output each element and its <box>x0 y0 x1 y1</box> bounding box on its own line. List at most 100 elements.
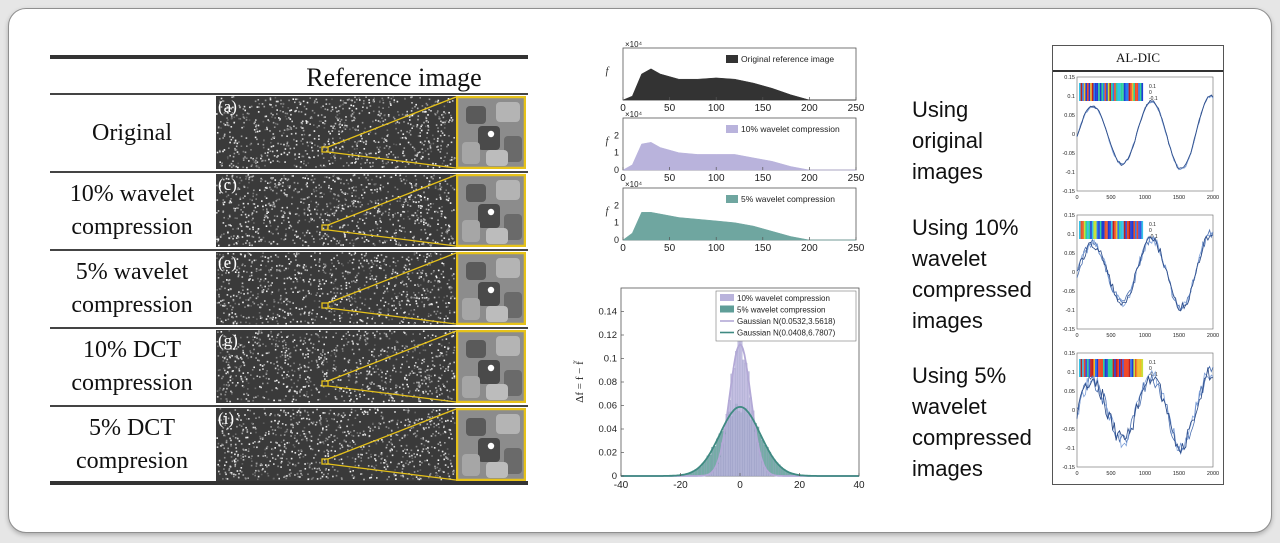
row-label-line: compresion <box>76 448 188 474</box>
zoom-blob <box>478 126 500 150</box>
zoom-highlight <box>487 442 495 450</box>
colormap-cell <box>1088 359 1091 377</box>
x-tick-label: 0 <box>737 480 743 491</box>
colormap-cell <box>1122 359 1124 377</box>
zoom-guide-line <box>327 307 456 325</box>
method-caption: Using 5% wavelet compressed images <box>912 360 1032 484</box>
caption-line: Using 5% <box>912 363 1007 388</box>
strain-curve <box>1076 369 1214 452</box>
row-label-line: Original <box>92 119 172 146</box>
y-tick-label: 0.1 <box>1067 232 1075 238</box>
colormap-cell <box>1103 359 1105 377</box>
zoom-highlight <box>487 286 495 294</box>
strain-curve <box>1076 365 1214 455</box>
colormap-cell <box>1090 221 1092 239</box>
zoom-guide-line <box>327 385 456 403</box>
zoom-guide-line <box>327 174 456 226</box>
colormap-cell <box>1107 83 1110 101</box>
zoom-highlight <box>487 130 495 138</box>
colormap-cell <box>1093 83 1096 101</box>
y-axis-label: Δf = f − f̃ <box>572 360 586 403</box>
histogram-bar <box>699 466 702 477</box>
speckle-noise <box>216 96 456 169</box>
colormap-cell <box>1085 221 1088 239</box>
x-tick-label: 150 <box>754 173 771 184</box>
aldic-panel: AL-DIC 0.15 0.1 0.05 0 -0.05 -0.1 -0.15 0 500 100… <box>1052 45 1224 485</box>
y-tick-label: 0.12 <box>599 330 618 341</box>
colormap-cell <box>1112 221 1115 239</box>
zoom-guide-line <box>327 229 456 247</box>
colormap-cell <box>1127 221 1129 239</box>
row-label-line: 10% DCT <box>83 337 181 363</box>
histogram-bar <box>735 351 738 477</box>
y-tick-label: -0.1 <box>1066 170 1075 176</box>
colormap-cell <box>1136 221 1139 239</box>
speckle-image <box>216 174 456 247</box>
y-tick-label: 0 <box>614 235 619 245</box>
histogram-panel: 0 50 100 150 200 250 0 1 2 ×10⁴ f 10% wavelet compr… <box>606 110 865 184</box>
colormap-cell <box>1080 359 1083 377</box>
x-tick-label: 250 <box>848 103 865 114</box>
row-separator <box>50 405 528 407</box>
x-tick-label: 1000 <box>1139 471 1151 477</box>
table-bottom-rule <box>50 481 528 485</box>
zoom-frame <box>456 96 526 169</box>
zoom-blob <box>486 384 508 400</box>
histogram-panel: 0 50 100 150 200 250 0 1 2 ×10⁴ f 5% wavelet compre… <box>606 180 865 254</box>
colormap-cell <box>1138 221 1140 239</box>
histogram-bar <box>749 397 752 477</box>
x-tick-label: 50 <box>664 243 676 254</box>
speckle-noise <box>216 330 456 403</box>
colormap-cell <box>1114 83 1116 101</box>
colormap-cell <box>1101 359 1104 377</box>
colormap-cell <box>1104 221 1107 239</box>
colormap-cell <box>1133 359 1136 377</box>
colormap-cell <box>1096 83 1099 101</box>
colormap-cell <box>1111 359 1113 377</box>
caption-line: images <box>912 456 983 481</box>
y-tick-label: -0.1 <box>1066 308 1075 314</box>
gaussian-curve <box>621 405 859 477</box>
zoom-blob <box>504 292 522 318</box>
colormap-cell <box>1123 83 1126 101</box>
histogram-bar <box>737 341 741 477</box>
colormap-cell <box>1101 221 1104 239</box>
zoom-blob <box>466 184 486 202</box>
zoom-blob <box>462 454 480 476</box>
y-tick-label: 0 <box>1072 132 1075 138</box>
colormap-cell <box>1135 359 1137 377</box>
panel-tag: (i) <box>218 409 235 428</box>
colormap-cell <box>1127 83 1129 101</box>
colormap-cell <box>1133 83 1136 101</box>
x-tick-label: 200 <box>801 103 818 114</box>
colormap-cell <box>1119 221 1121 239</box>
x-tick-label: 50 <box>664 173 676 184</box>
legend-label: Gaussian N(0.0532,3.5618) <box>737 317 836 326</box>
colormap-cell <box>1085 83 1088 101</box>
x-tick-label: 500 <box>1106 333 1115 339</box>
x-tick-label: 500 <box>1106 195 1115 201</box>
y-tick-label: 0.08 <box>599 377 618 388</box>
colormap-cell <box>1103 83 1105 101</box>
colormap-cell <box>1107 221 1110 239</box>
zoom-blob <box>462 298 480 320</box>
zoom-guide-line <box>327 96 456 148</box>
colormap-cell <box>1127 359 1129 377</box>
row-label: 10% wavelet compression <box>50 173 214 249</box>
zoom-blob <box>466 106 486 124</box>
y-tick-label: -0.15 <box>1062 327 1075 333</box>
zoom-blob <box>496 180 520 200</box>
colormap-cell <box>1085 359 1088 377</box>
y-axis-label: f <box>606 136 610 147</box>
zoom-region-box <box>321 458 329 465</box>
y-tick-label: 1 <box>614 148 619 158</box>
zoom-blob <box>466 418 486 436</box>
y-tick-label: 0 <box>1072 270 1075 276</box>
zoom-frame <box>456 330 526 403</box>
zoom-blob <box>462 376 480 398</box>
colormap-cell <box>1123 359 1126 377</box>
colormap-cell <box>1112 83 1115 101</box>
colormap-cell <box>1101 83 1104 101</box>
zoom-inset-image <box>456 408 526 481</box>
colormap-cell <box>1096 221 1099 239</box>
